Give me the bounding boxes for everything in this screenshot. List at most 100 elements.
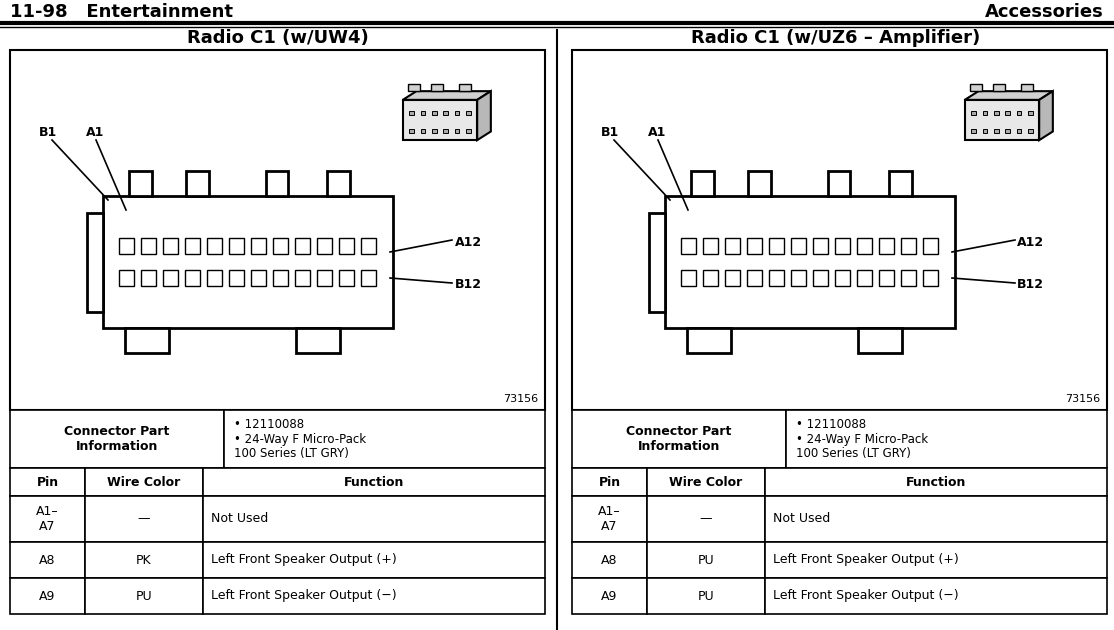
Bar [87, 212, 102, 311]
Bar [455, 129, 459, 133]
Text: A12: A12 [455, 236, 482, 248]
Bar [228, 238, 244, 254]
Bar [1017, 129, 1022, 133]
Bar [687, 328, 731, 353]
Bar [647, 578, 764, 614]
Text: —: — [137, 512, 150, 525]
Bar [812, 270, 829, 286]
Bar [443, 129, 448, 133]
Bar [764, 578, 1107, 614]
Bar [571, 50, 1107, 410]
Text: Left Front Speaker Output (−): Left Front Speaker Output (−) [773, 590, 958, 602]
Bar [965, 100, 1039, 140]
Bar [186, 171, 209, 196]
Bar [571, 468, 647, 496]
Bar [647, 496, 764, 542]
Text: A1: A1 [86, 127, 105, 139]
Bar [812, 238, 829, 254]
Text: B12: B12 [455, 278, 482, 292]
Text: Left Front Speaker Output (+): Left Front Speaker Output (+) [773, 554, 958, 566]
Bar [410, 129, 413, 133]
Bar [85, 542, 203, 578]
Bar [681, 238, 696, 254]
Bar [228, 270, 244, 286]
Bar [857, 270, 872, 286]
Text: PU: PU [697, 554, 714, 566]
Bar [834, 270, 850, 286]
Bar [316, 270, 332, 286]
Bar [993, 84, 1005, 91]
Bar [900, 238, 917, 254]
Bar [10, 410, 224, 468]
Bar [403, 100, 477, 140]
Bar [10, 468, 85, 496]
Bar [102, 196, 393, 328]
Bar [443, 111, 448, 115]
Text: A12: A12 [1017, 236, 1044, 248]
Text: Radio C1 (w/UW4): Radio C1 (w/UW4) [187, 29, 369, 47]
Bar [746, 270, 762, 286]
Text: —: — [700, 512, 712, 525]
Bar [922, 270, 938, 286]
Bar [647, 468, 764, 496]
Bar [571, 496, 647, 542]
Text: Connector Part
Information: Connector Part Information [626, 425, 732, 453]
Bar [571, 542, 647, 578]
Text: Accessories: Accessories [985, 3, 1104, 21]
Text: Left Front Speaker Output (+): Left Front Speaker Output (+) [211, 554, 397, 566]
Text: PU: PU [697, 590, 714, 602]
Bar [703, 238, 719, 254]
Bar [571, 410, 786, 468]
Bar [786, 410, 1107, 468]
Bar [118, 238, 135, 254]
Bar [421, 111, 426, 115]
Bar [1006, 129, 1009, 133]
Bar [203, 468, 545, 496]
Bar [361, 238, 377, 254]
Bar [316, 238, 332, 254]
Bar [647, 542, 764, 578]
Text: • 12110088
• 24-Way F Micro-Pack
100 Series (LT GRY): • 12110088 • 24-Way F Micro-Pack 100 Ser… [797, 418, 928, 461]
Bar [129, 171, 153, 196]
Text: A1: A1 [648, 127, 666, 139]
Bar [703, 270, 719, 286]
Polygon shape [965, 91, 1053, 100]
Text: Function: Function [906, 476, 966, 488]
Bar [85, 468, 203, 496]
Text: • 12110088
• 24-Way F Micro-Pack
100 Series (LT GRY): • 12110088 • 24-Way F Micro-Pack 100 Ser… [234, 418, 367, 461]
Bar [140, 270, 156, 286]
Bar [206, 270, 223, 286]
Bar [1028, 129, 1033, 133]
Bar [665, 196, 955, 328]
Polygon shape [403, 91, 491, 100]
Bar [889, 171, 912, 196]
Bar [1006, 111, 1009, 115]
Text: PK: PK [136, 554, 152, 566]
Bar [10, 542, 85, 578]
Text: Pin: Pin [37, 476, 59, 488]
Bar [296, 328, 341, 353]
Text: 11-98   Entertainment: 11-98 Entertainment [10, 3, 233, 21]
Bar [900, 270, 917, 286]
Bar [251, 238, 266, 254]
Bar [834, 238, 850, 254]
Text: A8: A8 [602, 554, 617, 566]
Text: Left Front Speaker Output (−): Left Front Speaker Output (−) [211, 590, 397, 602]
Bar [724, 238, 741, 254]
Bar [879, 238, 895, 254]
Text: Pin: Pin [598, 476, 620, 488]
Text: Not Used: Not Used [211, 512, 267, 525]
Text: B1: B1 [39, 127, 57, 139]
Bar [361, 270, 377, 286]
Bar [764, 496, 1107, 542]
Bar [746, 238, 762, 254]
Bar [140, 238, 156, 254]
Bar [466, 129, 470, 133]
Bar [431, 84, 443, 91]
Bar [224, 410, 545, 468]
Bar [85, 578, 203, 614]
Bar [85, 496, 203, 542]
Text: A1–
A7: A1– A7 [36, 505, 59, 533]
Bar [432, 111, 437, 115]
Bar [724, 270, 741, 286]
